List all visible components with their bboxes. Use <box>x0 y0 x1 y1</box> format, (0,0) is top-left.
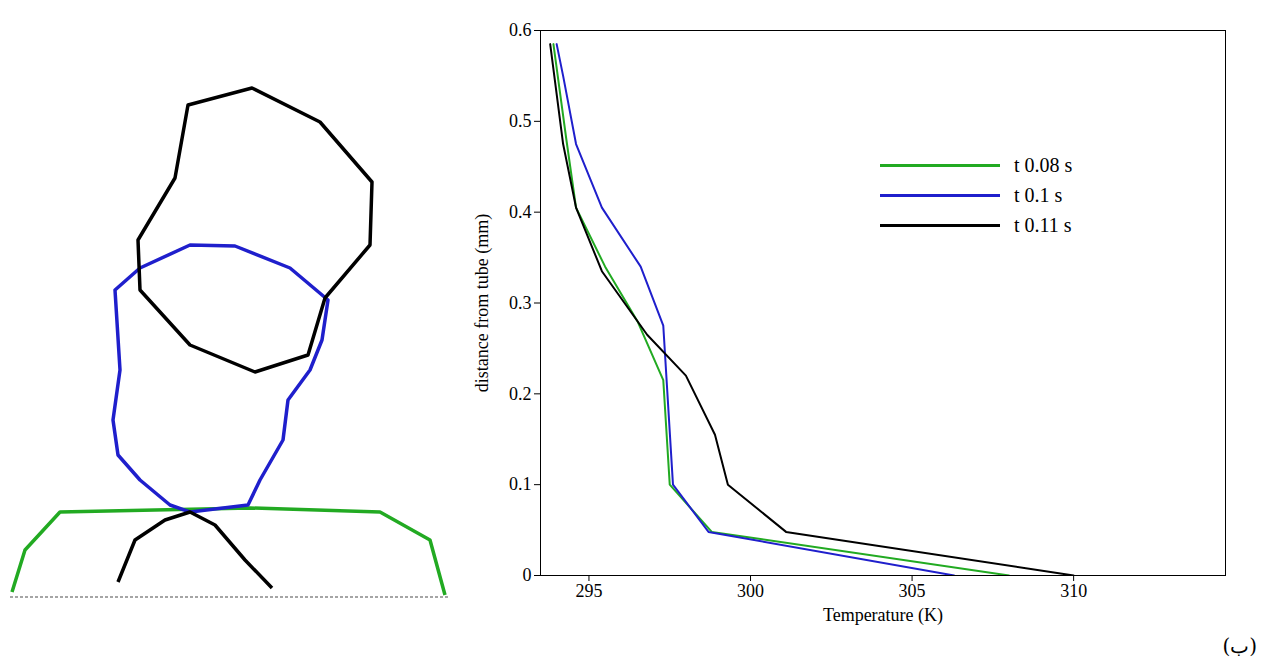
svg-text:distance from tube (mm): distance from tube (mm) <box>472 214 493 392</box>
html-text:t 0.08 s: t 0.08 s <box>1014 153 1073 176</box>
svg-text:0.5: 0.5 <box>509 111 532 131</box>
svg-text:0: 0 <box>523 565 532 585</box>
html-text:t 0.11 s: t 0.11 s <box>1014 213 1072 236</box>
svg-text:0.3: 0.3 <box>509 293 532 313</box>
svg-text:0.6: 0.6 <box>509 20 532 40</box>
svg-text:310: 310 <box>1060 581 1087 601</box>
html-text:(ب): (ب) <box>1222 634 1257 658</box>
svg-text:295: 295 <box>575 581 602 601</box>
svg-text:Temperature (K): Temperature (K) <box>823 605 943 626</box>
svg-text:305: 305 <box>899 581 926 601</box>
svg-text:0.1: 0.1 <box>509 474 532 494</box>
svg-text:300: 300 <box>737 581 764 601</box>
html-text:t 0.1 s: t 0.1 s <box>1014 183 1063 206</box>
svg-text:0.4: 0.4 <box>509 202 532 222</box>
svg-text:0.2: 0.2 <box>509 384 532 404</box>
